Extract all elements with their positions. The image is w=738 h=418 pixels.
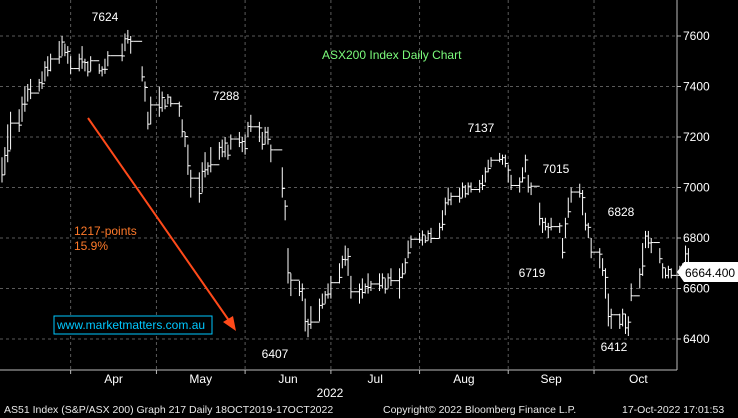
annotation-7288: 7288 bbox=[213, 89, 240, 103]
move-points-label: 1217-points bbox=[74, 224, 137, 238]
price-annotations: 7624 7288 6407 7137 7015 6719 6828 6412 … bbox=[74, 10, 635, 361]
footer-series-info: AS51 Index (S&P/ASX 200) Graph 217 Daily… bbox=[4, 404, 334, 416]
decline-arrow-line bbox=[87, 117, 231, 323]
axes bbox=[0, 0, 678, 371]
price-series bbox=[1, 29, 694, 338]
y-tick-label-7200: 7200 bbox=[683, 130, 710, 144]
annotation-7137: 7137 bbox=[468, 121, 495, 135]
watermark-border bbox=[53, 315, 213, 335]
watermark-box: www.marketmatters.com.au bbox=[53, 315, 213, 335]
footer-timestamp: 17-Oct-2022 17:01:53 bbox=[622, 404, 725, 416]
annotation-7624: 7624 bbox=[92, 10, 119, 24]
annotation-6412: 6412 bbox=[601, 340, 628, 354]
x-tick-label-sep: Sep bbox=[540, 372, 562, 386]
last-price-tag: 6664.400 bbox=[677, 262, 738, 282]
x-tick-label-apr: Apr bbox=[104, 372, 123, 386]
y-tick-label-6600: 6600 bbox=[683, 282, 710, 296]
annotation-6719: 6719 bbox=[519, 266, 546, 280]
move-percent-label: 15.9% bbox=[74, 239, 108, 253]
y-tick-label-6400: 6400 bbox=[683, 332, 710, 346]
chart-title: ASX200 Index Daily Chart bbox=[322, 48, 462, 62]
annotation-6828: 6828 bbox=[608, 205, 635, 219]
decline-arrow-head bbox=[223, 316, 236, 331]
x-tick-label-jun: Jun bbox=[278, 372, 297, 386]
last-price-value: 6664.400 bbox=[685, 266, 735, 280]
y-tick-labels: 6400 6600 6800 7000 7200 7400 7600 bbox=[677, 29, 710, 346]
x-tick-labels: Apr May Jun Jul Aug Sep Oct bbox=[70, 370, 648, 386]
annotation-6407: 6407 bbox=[262, 347, 289, 361]
annotation-7015: 7015 bbox=[543, 162, 570, 176]
x-tick-label-oct: Oct bbox=[629, 372, 648, 386]
last-price-tag-shape bbox=[677, 262, 738, 282]
x-tick-label-aug: Aug bbox=[453, 372, 474, 386]
footer-copyright: Copyright© 2022 Bloomberg Finance L.P. bbox=[383, 404, 577, 416]
y-tick-label-7400: 7400 bbox=[683, 80, 710, 94]
x-tick-label-may: May bbox=[189, 372, 212, 386]
footer-bar: AS51 Index (S&P/ASX 200) Graph 217 Daily… bbox=[0, 402, 738, 418]
x-axis-year-label: 2022 bbox=[317, 386, 344, 400]
y-tick-label-7000: 7000 bbox=[683, 181, 710, 195]
y-tick-label-6800: 6800 bbox=[683, 231, 710, 245]
grid-lines bbox=[0, 0, 677, 370]
decline-arrow bbox=[87, 117, 236, 331]
x-tick-label-jul: Jul bbox=[368, 372, 383, 386]
watermark-text: www.marketmatters.com.au bbox=[56, 318, 205, 332]
y-tick-label-7600: 7600 bbox=[683, 29, 710, 43]
